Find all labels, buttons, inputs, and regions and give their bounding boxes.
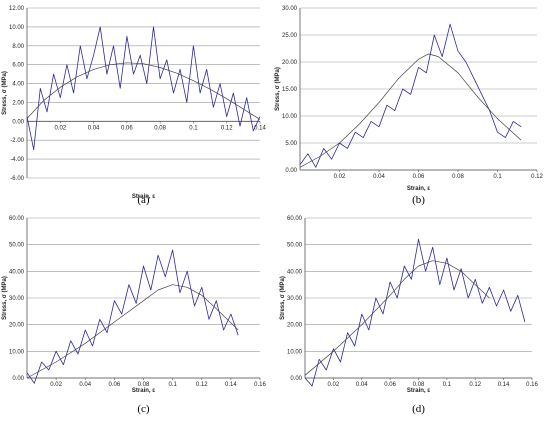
x-tick-label: 0.14 — [225, 382, 237, 388]
x-axis-title: Strain, ε — [132, 388, 155, 394]
y-tick-label: 30.00 — [282, 6, 298, 12]
y-tick-label: 50.00 — [287, 243, 303, 249]
y-tick-label: 10.00 — [9, 25, 25, 31]
chart-panel-c: 0.00 10.00 20.00 30.00 40.00 50.00 60.00 0.02 0.… — [2, 216, 266, 415]
x-tick-label: 0.02 — [328, 382, 340, 388]
y-tick-label: 10.00 — [282, 114, 298, 120]
x-tick-label: 0.14 — [498, 382, 510, 388]
x-tick-label: 0.1 — [493, 174, 502, 180]
chart-panel-a: -6.00 -4.00 -2.00 0.00 2.00 4.00 6.00 8.00 10.00… — [2, 6, 266, 206]
x-tick-label: 0.06 — [109, 382, 121, 388]
x-tick-label: 0.04 — [79, 382, 91, 388]
y-tick-label: 20.00 — [282, 60, 298, 66]
y-axis-title: Stress, σ (MPa) — [280, 276, 286, 320]
raw-stress-strain-line — [26, 26, 261, 151]
y-tick-label: 0.00 — [285, 168, 297, 174]
x-tick-label: 0.12 — [531, 174, 543, 180]
fitted-curve-line — [26, 284, 239, 379]
x-tick-label: 0.12 — [221, 125, 233, 131]
x-tick-label: 0.16 — [254, 382, 266, 388]
y-tick-label: 20.00 — [9, 323, 25, 329]
x-tick-label: 0.06 — [121, 125, 133, 131]
y-tick-label: 10.00 — [287, 349, 303, 355]
x-axis-title: Strain, ε — [132, 194, 155, 200]
y-tick-label: 5.00 — [285, 141, 297, 147]
y-tick-label: 6.00 — [12, 63, 24, 69]
x-tick-label: 0.06 — [413, 174, 425, 180]
x-tick-label: 0.12 — [469, 382, 481, 388]
y-tick-label: 60.00 — [9, 216, 25, 222]
y-tick-label: 10.00 — [9, 349, 25, 355]
y-tick-label: 60.00 — [287, 216, 303, 222]
raw-stress-strain-line — [304, 238, 526, 387]
raw-stress-strain-line — [26, 249, 239, 384]
y-tick-label: 2.00 — [12, 100, 24, 106]
panel-label: (b) — [412, 194, 425, 206]
x-tick-label: 0.1 — [189, 125, 198, 131]
raw-stress-strain-line — [299, 23, 522, 168]
y-tick-label: 4.00 — [12, 82, 24, 88]
x-tick-label: 0.12 — [196, 382, 208, 388]
y-tick-label: 25.00 — [282, 33, 298, 39]
chart-panel-d: 0.00 10.00 20.00 30.00 40.00 50.00 60.00 0.02 0.… — [280, 216, 538, 415]
x-tick-label: 0.04 — [373, 174, 385, 180]
y-tick-label: 40.00 — [9, 269, 25, 275]
x-tick-label: 0.16 — [526, 382, 538, 388]
x-tick-label: 0.08 — [413, 382, 425, 388]
x-tick-label: 0.14 — [254, 125, 266, 131]
y-axis-title: Stress, σ (MPa) — [2, 276, 8, 320]
x-tick-label: 0.08 — [452, 174, 464, 180]
y-tick-label: 12.00 — [9, 6, 25, 12]
y-tick-label: 15.00 — [282, 87, 298, 93]
y-tick-label: 0.00 — [12, 119, 24, 125]
chart-panel-b: 0.00 5.00 10.00 15.00 20.00 25.00 30.00 0.02 0.0… — [275, 6, 543, 206]
x-tick-label: 0.02 — [334, 174, 346, 180]
y-tick-label: 0.00 — [290, 376, 302, 382]
x-tick-label: 0.1 — [443, 382, 452, 388]
y-tick-label: -6.00 — [10, 176, 24, 182]
x-axis-title: Strain, ε — [407, 186, 430, 192]
y-tick-label: 8.00 — [12, 44, 24, 50]
panel-label: (a) — [137, 194, 150, 206]
x-tick-label: 0.1 — [168, 382, 177, 388]
panel-label: (d) — [412, 403, 425, 415]
x-tick-label: 0.04 — [88, 125, 100, 131]
y-axis-title: Stress, σ (MPa) — [275, 67, 281, 111]
fitted-curve-line — [26, 62, 261, 120]
y-tick-label: -4.00 — [10, 157, 24, 163]
x-axis-title: Strain, ε — [407, 388, 430, 394]
x-tick-label: 0.06 — [384, 382, 396, 388]
x-tick-label: 0.08 — [154, 125, 166, 131]
panel-label: (c) — [137, 403, 150, 415]
y-tick-label: 40.00 — [287, 269, 303, 275]
fitted-curve-line — [304, 260, 490, 376]
y-tick-label: 20.00 — [287, 323, 303, 329]
x-tick-label: 0.08 — [138, 382, 150, 388]
x-tick-label: 0.04 — [356, 382, 368, 388]
y-tick-label: 50.00 — [9, 243, 25, 249]
fitted-curve-line — [299, 53, 522, 168]
y-tick-label: 30.00 — [9, 296, 25, 302]
y-axis-title: Stress, σ (MPa) — [2, 71, 8, 115]
y-tick-label: 0.00 — [12, 376, 24, 382]
x-tick-label: 0.02 — [50, 382, 62, 388]
x-tick-label: 0.02 — [54, 125, 66, 131]
y-tick-label: 30.00 — [287, 296, 303, 302]
y-tick-label: -2.00 — [10, 138, 24, 144]
